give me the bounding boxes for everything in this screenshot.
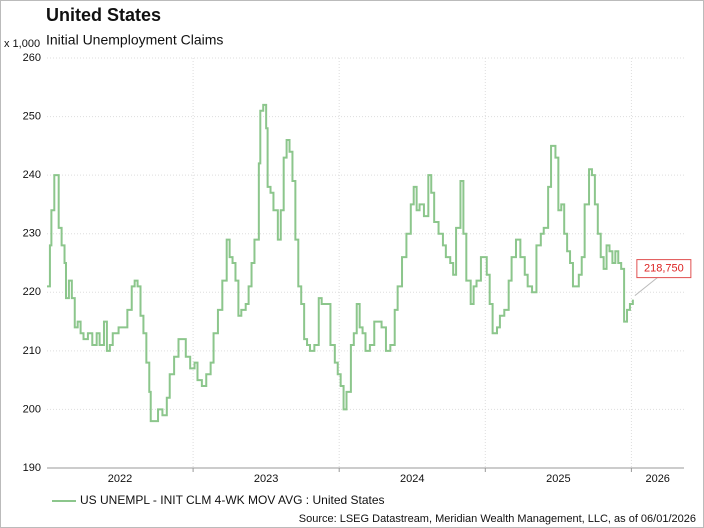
x-tick-label: 2022 [108,473,132,485]
y-tick-label: 200 [23,403,41,415]
callout-box [636,259,692,279]
y-tick-label: 230 [23,228,41,240]
legend-label: US UNEMPL - INIT CLM 4-WK MOV AVG : Unit… [80,493,385,507]
source: Source: LSEG Datastream, Meridian Wealth… [299,513,696,525]
callout-connector [634,275,661,296]
chart-subtitle: Initial Unemployment Claims [46,32,223,48]
chart-title: United States [46,5,161,25]
y-tick-label: 260 [23,52,41,64]
y-tick-label: 240 [23,169,41,181]
x-tick-label: 2023 [254,473,278,485]
callout-label: 218,750 [644,263,684,275]
x-tick-label: 2026 [645,473,669,485]
y-tick-label: 250 [23,110,41,122]
x-tick-label: 2025 [546,473,570,485]
y-tick-label: 190 [23,462,41,474]
x-tick-label: 2024 [400,473,424,485]
line [47,103,634,423]
y-tick-label: 210 [23,345,41,357]
y-tick-label: 220 [23,286,41,298]
y-unit-label: x 1,000 [4,38,40,50]
